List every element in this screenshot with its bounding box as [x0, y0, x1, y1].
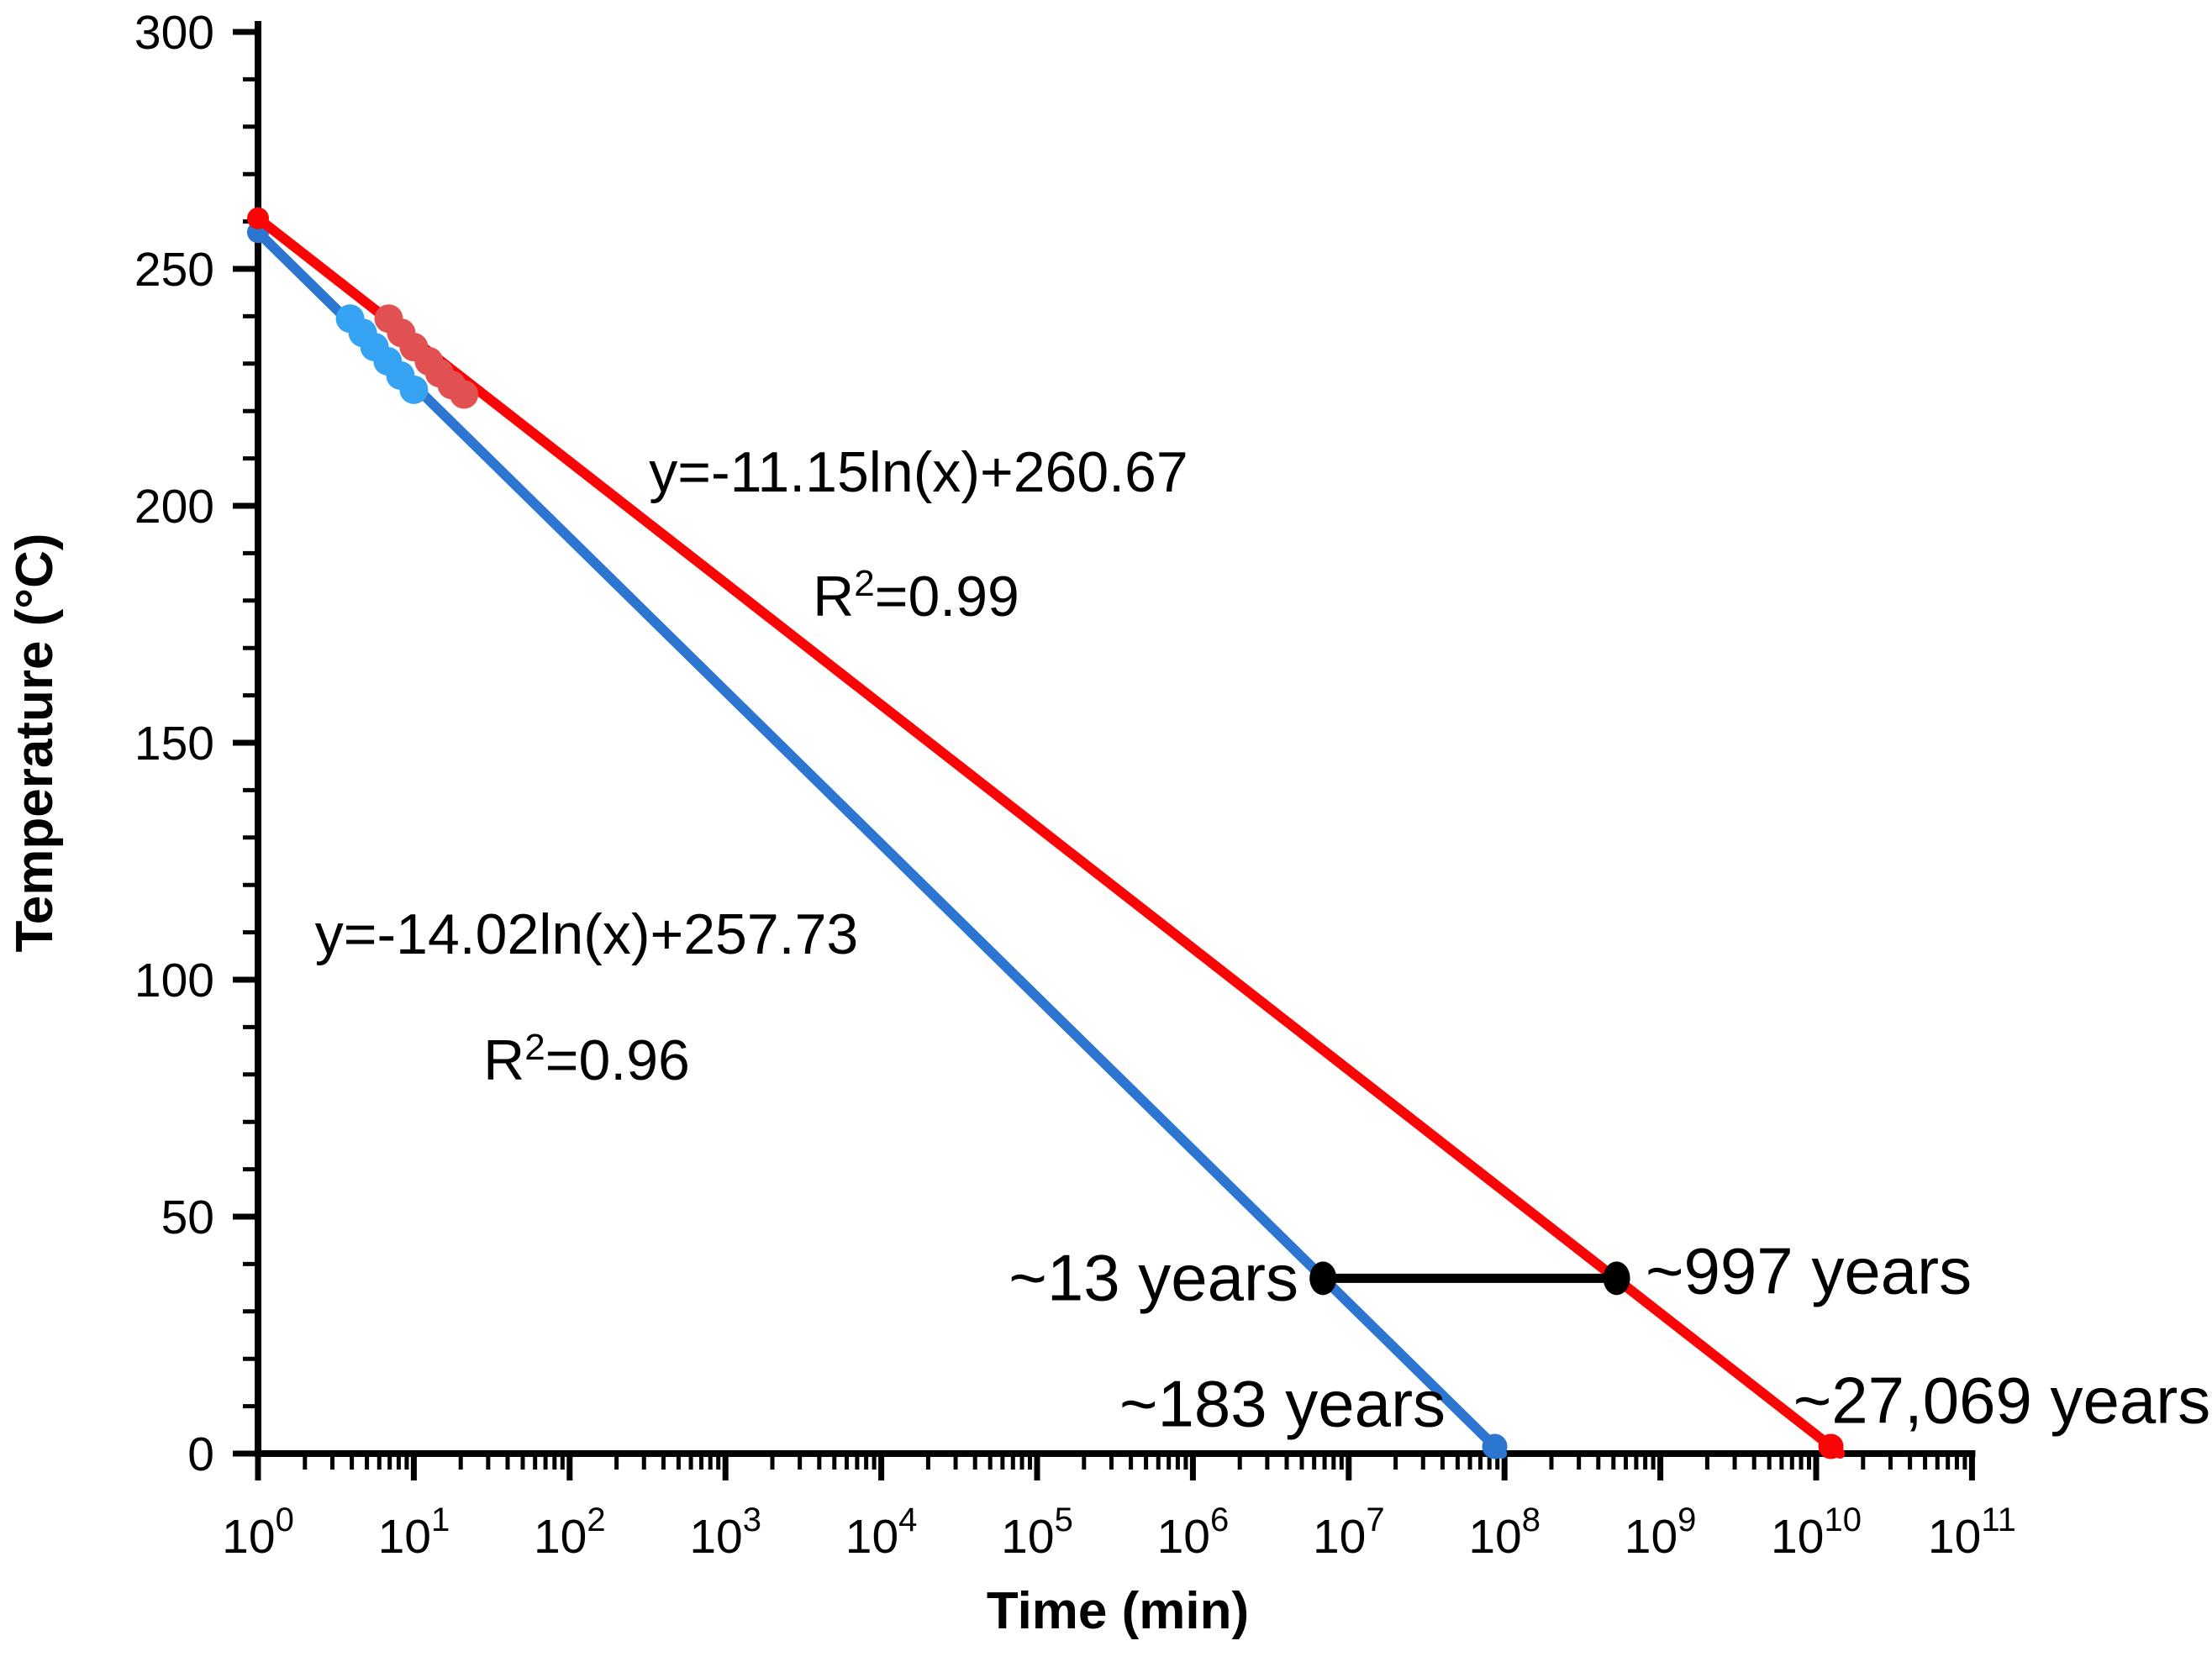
annotation-27069-years: ~27,069 years [1793, 1363, 2211, 1438]
x-tick-label: 1011 [1928, 1501, 2016, 1564]
x-tick-label: 105 [1001, 1501, 1073, 1564]
x-tick-label: 109 [1625, 1501, 1697, 1564]
blue-series-fit-line [253, 227, 1508, 1459]
x-tick-label: 106 [1157, 1501, 1230, 1564]
annotation-997-years: ~997 years [1646, 1233, 1972, 1308]
red-series-data-point [450, 380, 479, 409]
x-tick-label: 100 [222, 1501, 294, 1564]
blue-fit-equation: y=-14.02ln(x)+257.73 [314, 902, 859, 966]
y-tick-label: 200 [134, 480, 214, 534]
y-tick-label: 100 [134, 954, 214, 1007]
red-fit-r-squared: R2=0.99 [813, 563, 1019, 629]
r-squared-base: R [483, 1028, 525, 1092]
r-squared-superscript: 2 [854, 563, 875, 604]
blue-fit-r-squared: R2=0.96 [483, 1027, 690, 1093]
r-squared-superscript: 2 [524, 1027, 545, 1068]
x-tick-label: 101 [378, 1501, 450, 1564]
x-tick-label: 102 [534, 1501, 606, 1564]
comparison-dot-blue-line [1309, 1261, 1337, 1296]
r-squared-value: =0.99 [874, 565, 1019, 628]
red-series-start-marker [247, 207, 269, 229]
blue-series-end-marker [1482, 1433, 1508, 1459]
y-axis-title: Temperature (°C) [6, 533, 64, 952]
x-tick-label: 1010 [1771, 1501, 1862, 1564]
red-fit-equation: y=-11.15ln(x)+260.67 [649, 440, 1188, 504]
y-tick-label: 0 [187, 1428, 214, 1481]
x-tick-label: 103 [689, 1501, 761, 1564]
annotation-13-years: ~13 years [1009, 1240, 1298, 1315]
x-tick-label: 107 [1313, 1501, 1385, 1564]
x-tick-label: 104 [845, 1501, 918, 1564]
blue-series-data-point [399, 375, 429, 404]
annotation-183-years: ~183 years [1119, 1366, 1446, 1441]
y-tick-label: 150 [134, 717, 214, 770]
y-tick-label: 300 [134, 6, 214, 60]
y-tick-label: 250 [134, 243, 214, 297]
r-squared-value: =0.96 [545, 1028, 690, 1092]
x-tick-label: 108 [1468, 1501, 1540, 1564]
red-series-fit-line [253, 213, 1846, 1459]
x-axis-title: Time (min) [987, 1582, 1249, 1640]
red-series-end-marker [1818, 1433, 1844, 1459]
y-tick-label: 50 [161, 1191, 214, 1244]
comparison-dot-red-line [1603, 1261, 1630, 1296]
r-squared-base: R [813, 565, 855, 628]
